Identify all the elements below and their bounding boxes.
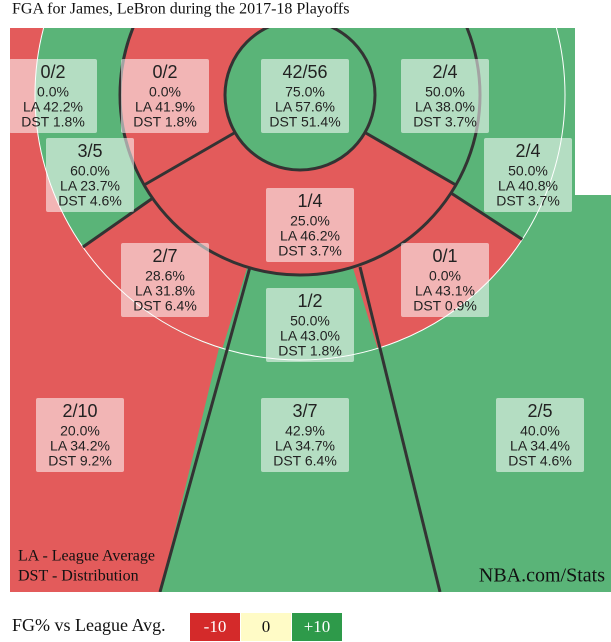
zone-la: LA 43.0% xyxy=(280,328,340,344)
zone-pct: 40.0% xyxy=(520,423,560,439)
zone-fg: 2/10 xyxy=(62,401,97,421)
zone-divider xyxy=(364,131,457,187)
zone-fg: 1/4 xyxy=(297,191,322,211)
zone-box xyxy=(121,243,209,317)
zone-box xyxy=(36,398,124,472)
zone-box xyxy=(266,188,354,262)
zone-box xyxy=(266,288,354,362)
legend-swatch xyxy=(292,613,342,641)
zone-la: LA 42.2% xyxy=(23,99,83,115)
zone-la: LA 41.9% xyxy=(135,99,195,115)
legend-swatch xyxy=(241,613,291,641)
legend-item: 0 xyxy=(262,617,271,636)
zone-box xyxy=(401,59,489,133)
zone-pct: 0.0% xyxy=(37,84,69,100)
legend-swatch xyxy=(190,613,240,641)
zone-dst: DST 3.7% xyxy=(278,243,342,259)
zone-dst: DST 3.7% xyxy=(496,193,560,209)
zone-dst: DST 4.6% xyxy=(508,453,572,469)
zone-dst: DST 6.4% xyxy=(273,453,337,469)
zone-dst: DST 3.7% xyxy=(413,114,477,130)
zone-la: LA 34.7% xyxy=(275,438,335,454)
zone-pct: 42.9% xyxy=(285,423,325,439)
zone-la: LA 57.6% xyxy=(275,99,335,115)
legend-label: FG% vs League Avg. xyxy=(12,615,166,635)
zone-la: LA 38.0% xyxy=(415,99,475,115)
zone-fg: 2/7 xyxy=(152,246,177,266)
zone-pct: 20.0% xyxy=(60,423,100,439)
zone-la: LA 43.1% xyxy=(415,283,475,299)
zone-dst: DST 0.9% xyxy=(413,298,477,314)
zone-pct: 75.0% xyxy=(285,84,325,100)
zone-fg: 0/2 xyxy=(40,62,65,82)
zone-box xyxy=(261,398,349,472)
note: LA - League Average xyxy=(18,548,155,565)
zone-fg: 42/56 xyxy=(282,62,327,82)
zone-fg: 0/1 xyxy=(432,246,457,266)
zone-box xyxy=(261,59,349,133)
zone-fg: 2/4 xyxy=(515,141,540,161)
zone-pct: 50.0% xyxy=(508,163,548,179)
zone-divider xyxy=(358,266,442,592)
source: NBA.com/Stats xyxy=(479,565,605,587)
zone-pct: 0.0% xyxy=(149,84,181,100)
zone-dst: DST 1.8% xyxy=(21,114,85,130)
zone-dst: DST 9.2% xyxy=(48,453,112,469)
zone-fg: 3/5 xyxy=(77,141,102,161)
zone-divider xyxy=(143,131,236,187)
zone-divider xyxy=(82,197,154,249)
legend-item: -10 xyxy=(204,617,227,636)
zone xyxy=(276,28,565,240)
zone-box xyxy=(46,138,134,212)
zone-pct: 25.0% xyxy=(290,213,330,229)
zone-box xyxy=(496,398,584,472)
zone-fg: 2/5 xyxy=(527,401,552,421)
zone-pct: 60.0% xyxy=(70,163,110,179)
zone-dst: DST 1.8% xyxy=(278,343,342,359)
zone-dst: DST 4.6% xyxy=(58,193,122,209)
zone-pct: 50.0% xyxy=(290,313,330,329)
note: DST - Distribution xyxy=(18,568,139,585)
zone-dst: DST 51.4% xyxy=(269,114,340,130)
zone-pct: 50.0% xyxy=(425,84,465,100)
zone-box xyxy=(121,59,209,133)
zone-dst: DST 6.4% xyxy=(133,298,197,314)
zone-fg: 1/2 xyxy=(297,291,322,311)
zone-labels: 0/20.0%LA 42.2%DST 1.8%0/20.0%LA 41.9%DS… xyxy=(9,59,584,472)
zone-box xyxy=(401,243,489,317)
zone-pct: 0.0% xyxy=(429,268,461,284)
zone-fg: 2/4 xyxy=(432,62,457,82)
zone-divider xyxy=(158,266,252,592)
legend-item: +10 xyxy=(304,617,331,636)
zone-divider xyxy=(450,191,524,241)
zone-la: LA 23.7% xyxy=(60,178,120,194)
zone-la: LA 31.8% xyxy=(135,283,195,299)
zone-la: LA 40.8% xyxy=(498,178,558,194)
zone-fg: 3/7 xyxy=(292,401,317,421)
zone-fg: 0/2 xyxy=(152,62,177,82)
zone-dst: DST 1.8% xyxy=(133,114,197,130)
zone-box xyxy=(9,59,97,133)
zone-la: LA 34.4% xyxy=(510,438,570,454)
zone-la: LA 34.2% xyxy=(50,438,110,454)
zone-la: LA 46.2% xyxy=(280,228,340,244)
chart-title: FGA for James, LeBron during the 2017-18… xyxy=(12,1,349,18)
zone-pct: 28.6% xyxy=(145,268,185,284)
zone-box xyxy=(484,138,572,212)
